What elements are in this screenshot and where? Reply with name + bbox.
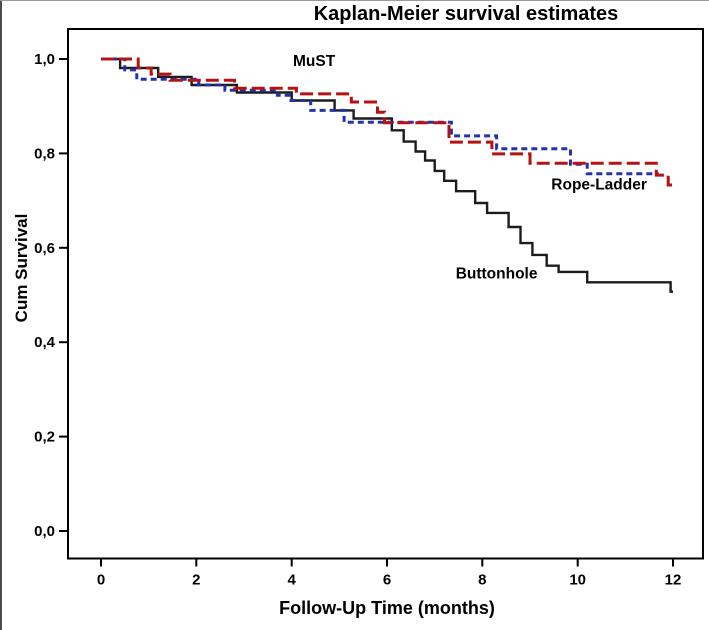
series-rope-ladder-curve	[101, 57, 673, 187]
y-tick-label: 1,0	[34, 51, 55, 68]
y-tick-label: 0,0	[34, 523, 55, 540]
x-tick-label: 0	[97, 572, 105, 589]
y-tick-label: 0,4	[34, 334, 56, 351]
x-tick-label: 2	[192, 572, 200, 589]
figure-left-edge-line	[0, 0, 2, 630]
chart-title: Kaplan-Meier survival estimates	[313, 3, 619, 25]
curve-label-must: MuST	[293, 53, 336, 70]
x-tick-label: 12	[665, 572, 682, 589]
y-tick-label: 0,6	[34, 240, 55, 257]
curve-label-rope-ladder: Rope-Ladder	[551, 177, 647, 194]
x-tick-label: 8	[478, 572, 486, 589]
x-tick-label: 10	[569, 572, 586, 589]
x-tick-label: 4	[288, 572, 297, 589]
y-tick-label: 0,2	[34, 429, 55, 446]
curve-label-buttonhole: Buttonhole	[456, 266, 538, 283]
x-axis-title: Follow-Up Time (months)	[279, 598, 495, 618]
x-tick-label: 6	[383, 572, 391, 589]
figure-top-edge-line	[0, 0, 709, 1]
plot-border	[67, 28, 704, 560]
series-must-curve	[101, 57, 659, 176]
series-buttonhole-curve	[101, 57, 673, 293]
y-tick-label: 0,8	[34, 145, 55, 162]
